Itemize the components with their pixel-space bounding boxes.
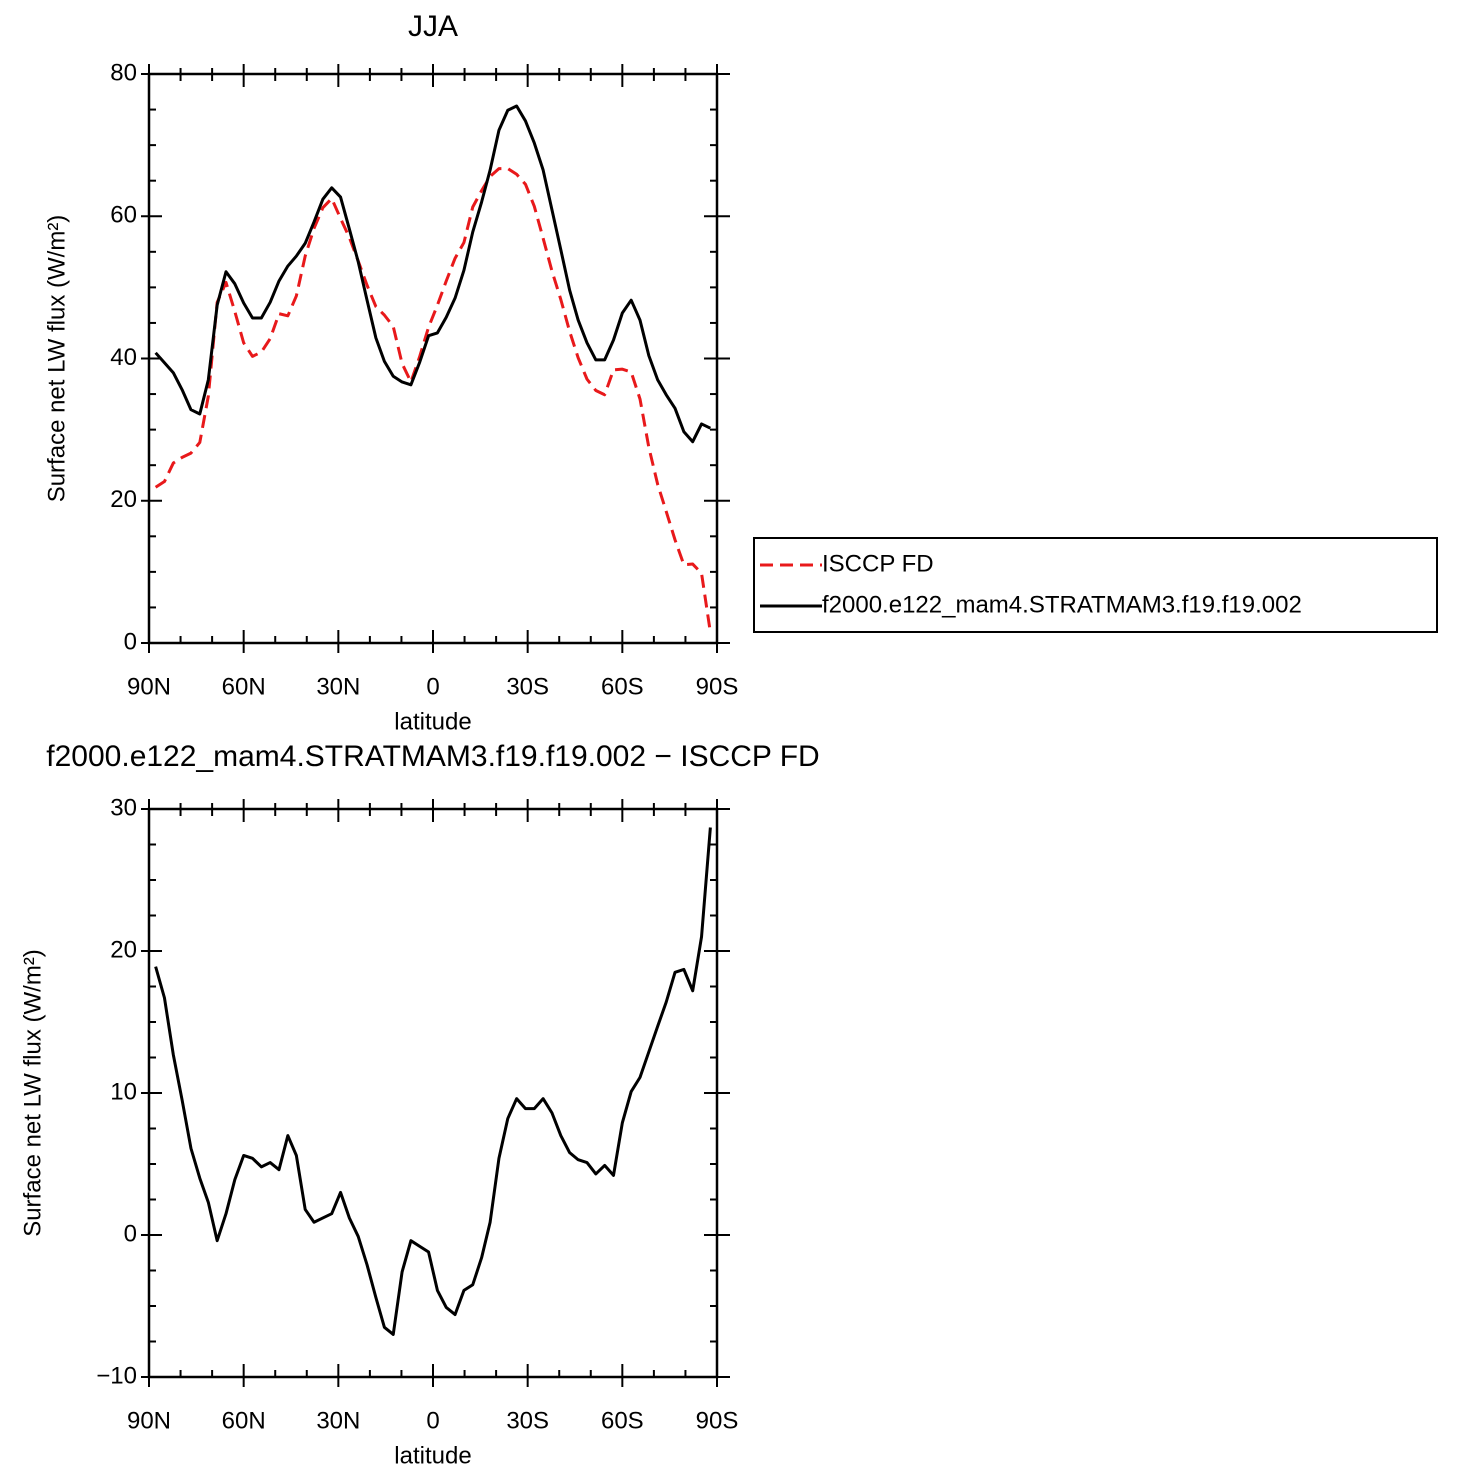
x-tick-label: 30S [506, 1407, 549, 1434]
x-tick-label: 90N [127, 673, 171, 700]
series-line [154, 104, 712, 444]
x-axis-label: latitude [394, 1442, 471, 1469]
legend-label: ISCCP FD [822, 550, 934, 577]
y-axis-label: Surface net LW flux (W/m²) [19, 949, 46, 1237]
x-tick-label: 90N [127, 1407, 171, 1434]
chart-title: f2000.e122_mam4.STRATMAM3.f19.f19.002 − … [46, 740, 819, 773]
y-tick-label: 60 [110, 202, 137, 229]
series-line [154, 167, 712, 633]
chart-title: JJA [408, 10, 458, 43]
y-tick-label: 20 [110, 936, 137, 963]
y-tick-label: 80 [110, 59, 137, 86]
x-tick-label: 60S [601, 673, 644, 700]
x-tick-label: 60N [222, 673, 266, 700]
x-tick-label: 0 [426, 673, 439, 700]
x-tick-label: 90S [696, 1407, 739, 1434]
y-tick-label: 30 [110, 794, 137, 821]
y-tick-label: −10 [96, 1362, 137, 1389]
legend-box [753, 537, 1438, 633]
x-tick-label: 30S [506, 673, 549, 700]
plot-frame [147, 807, 719, 1379]
x-tick-label: 60S [601, 1407, 644, 1434]
series-line [154, 827, 712, 1336]
y-tick-label: 40 [110, 344, 137, 371]
x-tick-label: 60N [222, 1407, 266, 1434]
x-tick-label: 30N [316, 1407, 360, 1434]
y-tick-label: 10 [110, 1078, 137, 1105]
plot-frame [147, 72, 719, 645]
legend-label: f2000.e122_mam4.STRATMAM3.f19.f19.002 [822, 591, 1302, 618]
x-axis-label: latitude [394, 708, 471, 735]
y-tick-label: 0 [124, 1220, 137, 1247]
y-tick-label: 0 [124, 628, 137, 655]
x-tick-label: 30N [316, 673, 360, 700]
x-tick-label: 90S [696, 673, 739, 700]
y-tick-label: 20 [110, 486, 137, 513]
y-axis-label: Surface net LW flux (W/m²) [43, 215, 70, 503]
x-tick-label: 0 [426, 1407, 439, 1434]
